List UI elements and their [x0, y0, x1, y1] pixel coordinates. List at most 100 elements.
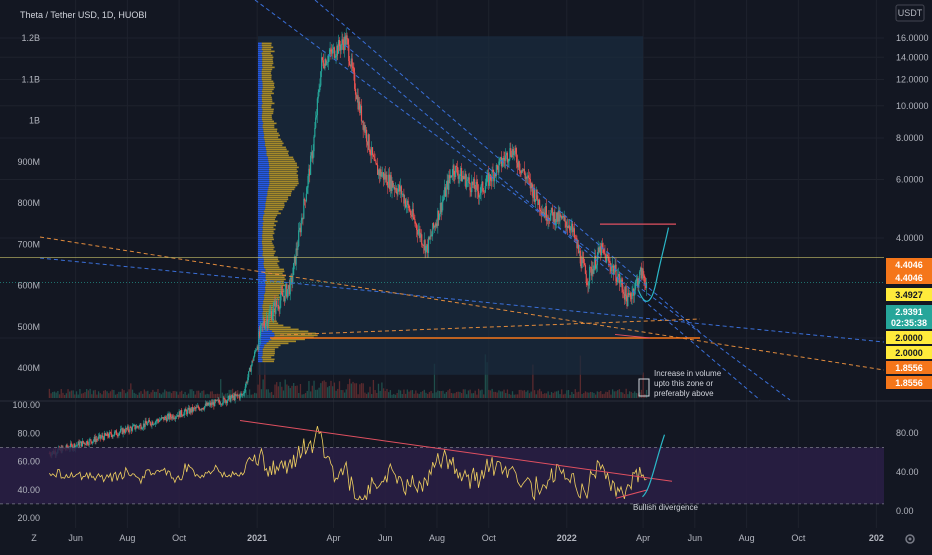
candle-body [114, 431, 116, 435]
candle-body [265, 319, 268, 324]
candle-body [170, 413, 172, 418]
volume-bar [537, 390, 539, 398]
volume-bar [225, 393, 227, 398]
volume-bar [420, 391, 422, 398]
candle-body [185, 409, 187, 411]
candle-body [302, 218, 304, 219]
candle-body [466, 180, 468, 188]
volume-bar [557, 390, 559, 398]
candle-body [525, 177, 527, 179]
candle-body [309, 155, 312, 175]
candle-body [506, 152, 508, 163]
candle-body [297, 246, 299, 250]
candle-body [550, 213, 552, 221]
candle-body [282, 295, 285, 297]
profile-bar [262, 46, 274, 49]
candle-body [450, 175, 452, 177]
candle-body [321, 57, 323, 72]
volume-bar [549, 394, 551, 398]
candle-body [329, 49, 331, 55]
profile-bar [257, 110, 263, 113]
candle-body [219, 402, 221, 405]
candle-body [285, 284, 287, 289]
price-badge: 4.4046 [886, 271, 932, 284]
profile-bar [257, 98, 262, 101]
profile-bar [257, 304, 263, 307]
volume-bar [104, 390, 107, 398]
candle-body [527, 175, 529, 179]
candle-body [587, 284, 589, 286]
svg-text:Z: Z [31, 533, 37, 543]
candle-body [273, 302, 275, 306]
profile-bar [257, 178, 270, 181]
price-badge: 02:35:38 [886, 316, 932, 329]
candle-body [266, 319, 268, 327]
profile-bar [257, 284, 266, 287]
svg-text:02:35:38: 02:35:38 [891, 318, 927, 328]
profile-bar [269, 166, 299, 169]
candle-body [460, 167, 463, 182]
profile-bar [265, 278, 286, 281]
volume-bar [603, 393, 605, 398]
volume-bar [569, 394, 571, 398]
candle-body [636, 278, 638, 280]
candle-body [278, 308, 280, 310]
candle-body [125, 428, 128, 430]
profile-bar [261, 240, 272, 243]
candle-body [476, 181, 478, 184]
volume-tick: 500M [17, 322, 40, 332]
svg-text:1.8556: 1.8556 [895, 363, 923, 373]
profile-bar [257, 52, 262, 55]
candle-body [523, 168, 525, 174]
volume-bar [282, 390, 285, 398]
candle-body [78, 441, 80, 447]
profile-bar [263, 216, 276, 219]
candle-body [410, 210, 412, 216]
candle-body [414, 219, 416, 224]
candle-body [507, 161, 509, 163]
candle-body [198, 406, 200, 409]
svg-text:1.8556: 1.8556 [895, 378, 923, 388]
profile-bar [257, 332, 275, 335]
candle-body [437, 210, 439, 226]
volume-bar [427, 393, 429, 398]
time-tick: 202 [869, 533, 884, 543]
candle-body [75, 445, 78, 446]
candle-body [360, 105, 363, 122]
candle-body [86, 441, 88, 445]
settings-gear-icon[interactable] [905, 534, 915, 544]
candle-body [264, 325, 266, 329]
volume-bar [196, 390, 198, 398]
currency-button[interactable]: USDT [895, 4, 925, 22]
candle-body [146, 423, 148, 426]
volume-bar [169, 391, 171, 398]
candle-body [480, 185, 482, 194]
profile-bar [262, 244, 274, 247]
profile-bar [262, 242, 273, 245]
profile-bar [266, 198, 289, 201]
candle-body [461, 175, 464, 182]
candle-body [572, 228, 575, 232]
candle-body [368, 134, 370, 151]
candle-body [539, 209, 542, 212]
timezone-icon[interactable]: Z [31, 533, 37, 543]
candle-body [477, 183, 479, 192]
volume-bar [418, 393, 420, 398]
volume-bar [199, 392, 202, 398]
profile-bar [262, 54, 273, 57]
profile-bar [267, 326, 291, 329]
candle-body [210, 402, 212, 406]
candle-body [101, 435, 103, 438]
candle-body [204, 403, 207, 407]
candle-body [416, 223, 418, 230]
candle-body [325, 59, 327, 66]
candle-body [453, 165, 455, 175]
time-tick: 2021 [247, 533, 267, 543]
candle-body [392, 180, 394, 188]
profile-bar [257, 70, 262, 73]
time-axis[interactable]: Jun Aug Oct 2021 Apr Jun Aug Oct 2022 Apr Jun Aug Oc… [68, 533, 884, 543]
candle-body [164, 416, 167, 419]
candle-body [183, 411, 185, 416]
profile-bar [257, 100, 263, 103]
